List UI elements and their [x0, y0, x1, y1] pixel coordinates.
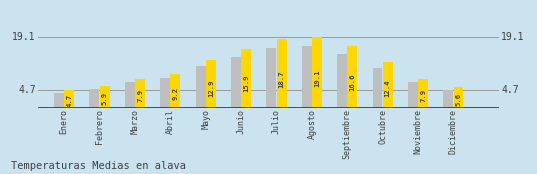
Bar — [454, 87, 463, 108]
Bar — [100, 86, 110, 108]
Bar — [135, 79, 145, 108]
Bar — [383, 62, 393, 108]
Bar — [444, 90, 453, 108]
Bar — [408, 82, 418, 108]
Bar — [64, 90, 74, 108]
Bar — [125, 82, 135, 108]
Text: 5.6: 5.6 — [455, 93, 461, 106]
Bar — [347, 46, 357, 108]
Text: 15.9: 15.9 — [243, 74, 249, 92]
Bar — [195, 66, 206, 108]
Text: 12.9: 12.9 — [208, 79, 214, 97]
Text: 4.7: 4.7 — [18, 85, 36, 96]
Bar — [337, 54, 347, 108]
Bar — [241, 49, 251, 108]
Bar — [266, 48, 276, 108]
Text: 9.2: 9.2 — [172, 87, 178, 100]
Bar — [231, 57, 241, 108]
Text: 4.7: 4.7 — [501, 85, 519, 96]
Bar — [54, 93, 64, 108]
Bar — [373, 68, 382, 108]
Text: 12.4: 12.4 — [384, 80, 391, 97]
Bar — [277, 39, 287, 108]
Text: 19.1: 19.1 — [314, 69, 320, 87]
Text: 4.7: 4.7 — [66, 94, 72, 107]
Bar — [160, 78, 170, 108]
Bar — [418, 79, 428, 108]
Text: Temperaturas Medias en alava: Temperaturas Medias en alava — [11, 161, 186, 171]
Text: 18.7: 18.7 — [279, 70, 285, 88]
Bar — [312, 37, 322, 108]
Bar — [170, 74, 180, 108]
Text: 5.9: 5.9 — [101, 92, 107, 105]
Text: 19.1: 19.1 — [501, 32, 525, 42]
Bar — [302, 46, 311, 108]
Text: 16.6: 16.6 — [350, 73, 355, 91]
Text: 7.9: 7.9 — [420, 89, 426, 102]
Bar — [90, 89, 99, 108]
Bar — [206, 60, 216, 108]
Text: 19.1: 19.1 — [12, 32, 36, 42]
Text: 7.9: 7.9 — [137, 89, 143, 102]
